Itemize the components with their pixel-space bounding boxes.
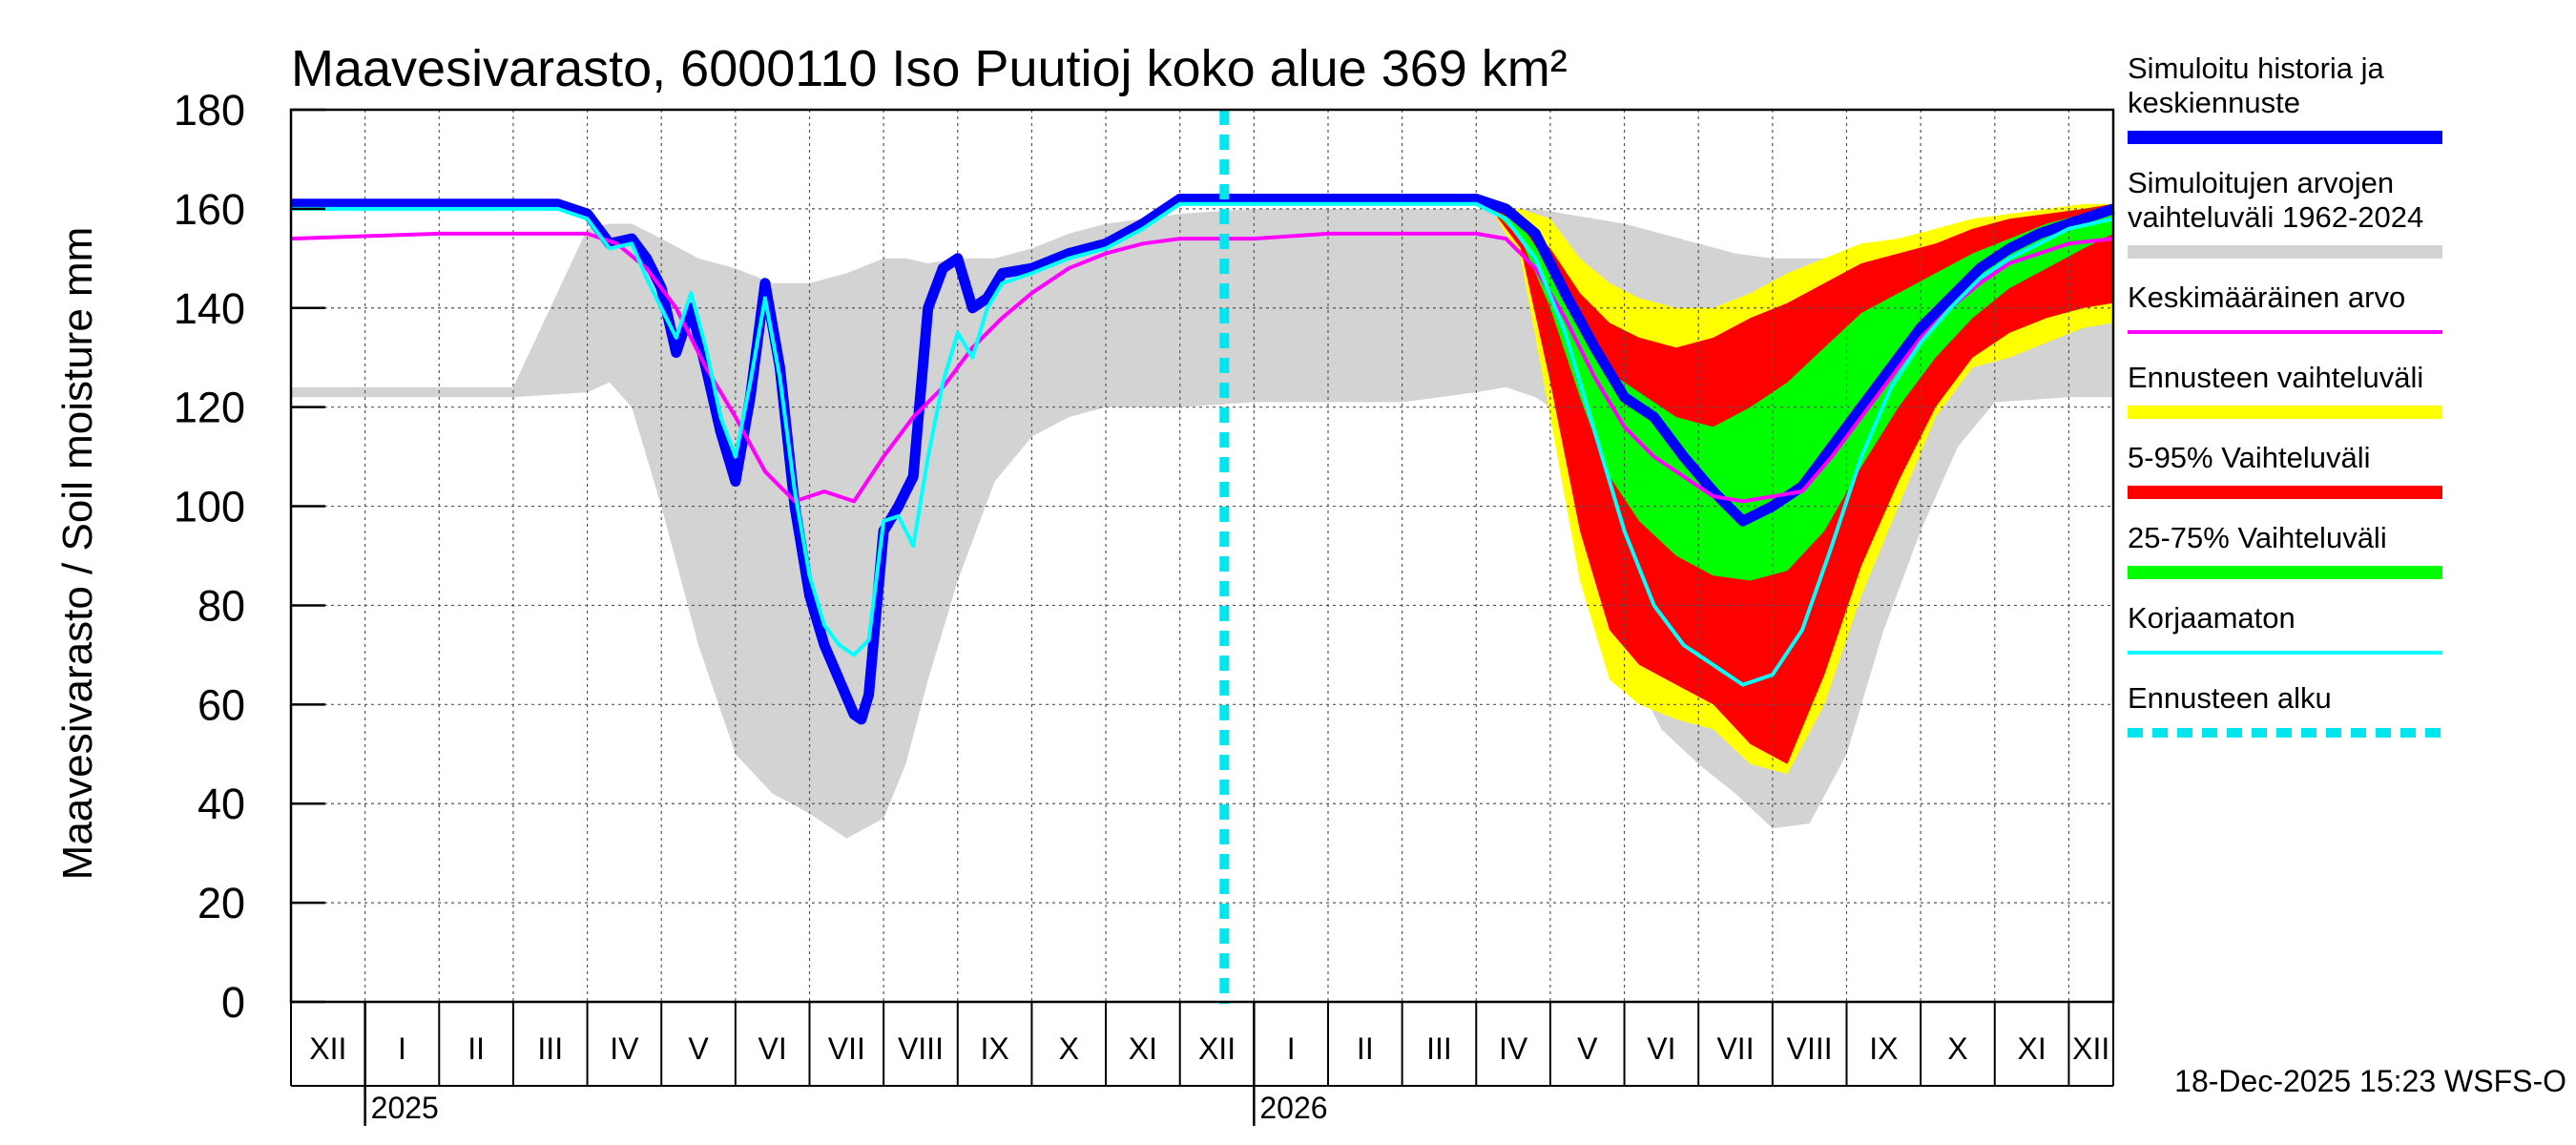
legend-label: keskiennuste xyxy=(2128,86,2300,119)
month-label: VI xyxy=(758,1031,787,1066)
month-label: I xyxy=(398,1031,406,1066)
legend-label: Ennusteen alku xyxy=(2128,681,2332,715)
month-label: IX xyxy=(980,1031,1008,1066)
month-label: VIII xyxy=(898,1031,944,1066)
month-label: VI xyxy=(1647,1031,1675,1066)
month-label: V xyxy=(1577,1031,1598,1066)
y-tick-label: 0 xyxy=(221,978,245,1027)
y-tick-label: 180 xyxy=(174,86,245,135)
month-label: V xyxy=(688,1031,709,1066)
y-tick-label: 120 xyxy=(174,384,245,432)
month-label: IV xyxy=(610,1031,639,1066)
y-tick-label: 60 xyxy=(197,680,245,729)
month-label: XII xyxy=(1198,1031,1236,1066)
month-label: VII xyxy=(828,1031,865,1066)
legend-label: Simuloitujen arvojen xyxy=(2128,166,2394,199)
plot-frame xyxy=(289,108,2115,1004)
month-label: XI xyxy=(1129,1031,1157,1066)
y-axis-label: Maavesivarasto / Soil moisture mm xyxy=(54,227,101,881)
y-tick-label: 20 xyxy=(197,879,245,927)
month-label: IV xyxy=(1499,1031,1528,1066)
uncorrected-line xyxy=(291,201,2114,687)
month-label: XII xyxy=(309,1031,346,1066)
legend-label: Ennusteen vaihteluväli xyxy=(2128,361,2423,394)
month-label: X xyxy=(1059,1031,1079,1066)
y-tick-label: 140 xyxy=(174,284,245,333)
month-label: VII xyxy=(1716,1031,1754,1066)
month-label: IX xyxy=(1869,1031,1898,1066)
month-label: X xyxy=(1947,1031,1967,1066)
legend-label: Korjaamaton xyxy=(2128,601,2296,635)
y-tick-label: 80 xyxy=(197,581,245,630)
month-label: XII xyxy=(2072,1031,2109,1066)
y-tick-label: 40 xyxy=(197,780,245,828)
legend-label: Keskimääräinen arvo xyxy=(2128,281,2405,314)
legend-label: 5-95% Vaihteluväli xyxy=(2128,441,2370,474)
month-label: II xyxy=(467,1031,485,1066)
legend-label: vaihteluväli 1962-2024 xyxy=(2128,200,2423,234)
y-tick-label: 160 xyxy=(174,185,245,234)
y-tick-label: 100 xyxy=(174,483,245,531)
timestamp: 18-Dec-2025 15:23 WSFS-O xyxy=(2174,1064,2566,1098)
month-label: XI xyxy=(2017,1031,2046,1066)
year-label: 2026 xyxy=(1259,1091,1327,1125)
legend-label: Simuloitu historia ja xyxy=(2128,52,2385,85)
legend-label: 25-75% Vaihteluväli xyxy=(2128,521,2387,554)
month-label: I xyxy=(1287,1031,1296,1066)
month-label: II xyxy=(1357,1031,1374,1066)
chart-title: Maavesivarasto, 6000110 Iso Puutioj koko… xyxy=(291,40,1568,97)
month-label: VIII xyxy=(1787,1031,1833,1066)
month-label: III xyxy=(537,1031,563,1066)
year-label: 2025 xyxy=(371,1091,439,1125)
plot-area xyxy=(290,110,2115,1004)
month-label: III xyxy=(1426,1031,1452,1066)
